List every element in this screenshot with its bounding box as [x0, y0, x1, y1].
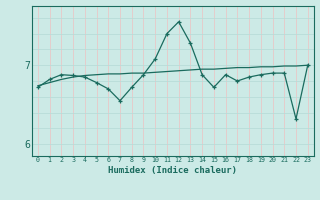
- X-axis label: Humidex (Indice chaleur): Humidex (Indice chaleur): [108, 166, 237, 175]
